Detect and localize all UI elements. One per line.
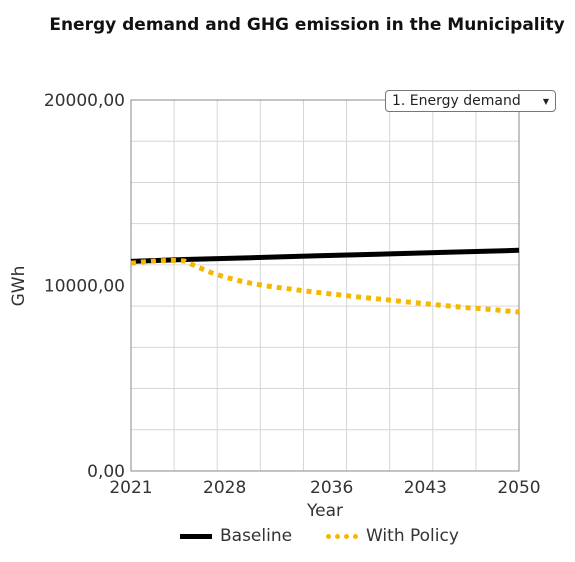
x-tick-label: 2043 [404, 478, 447, 498]
tick-labels: 2021 2028 2036 2043 2050 0,00 10000,00 20000,00 [44, 91, 541, 498]
x-tick-label: 2028 [203, 478, 246, 498]
legend-label-baseline: Baseline [220, 526, 293, 546]
y-tick-label: 20000,00 [44, 91, 125, 111]
y-tick-label: 0,00 [87, 462, 125, 482]
x-tick-label: 2050 [497, 478, 540, 498]
metric-select-label: 1. Energy demand [392, 93, 521, 109]
legend-item-baseline[interactable]: Baseline [180, 526, 292, 546]
series-layer [130, 247, 520, 315]
plot-frame [130, 99, 520, 472]
y-tick-label: 10000,00 [44, 277, 125, 297]
series-line-baseline[interactable] [130, 247, 520, 264]
series-line-with-policy[interactable] [130, 258, 520, 315]
chevron-down-icon: ▼ [542, 96, 549, 106]
legend-label-with-policy: With Policy [366, 526, 459, 546]
x-axis-title: Year [306, 501, 343, 521]
y-axis-title: GWh [9, 266, 29, 307]
legend-item-with-policy[interactable]: With Policy [326, 526, 459, 546]
chart-title: Energy demand and GHG emission in the Mu… [49, 15, 565, 35]
x-tick-label: 2021 [109, 478, 152, 498]
legend-swatch-baseline [180, 533, 212, 539]
x-tick-label: 2036 [310, 478, 353, 498]
grid [131, 100, 519, 471]
metric-select[interactable]: 1. Energy demand ▼ [385, 90, 556, 112]
legend-swatch-with-policy [326, 533, 358, 539]
